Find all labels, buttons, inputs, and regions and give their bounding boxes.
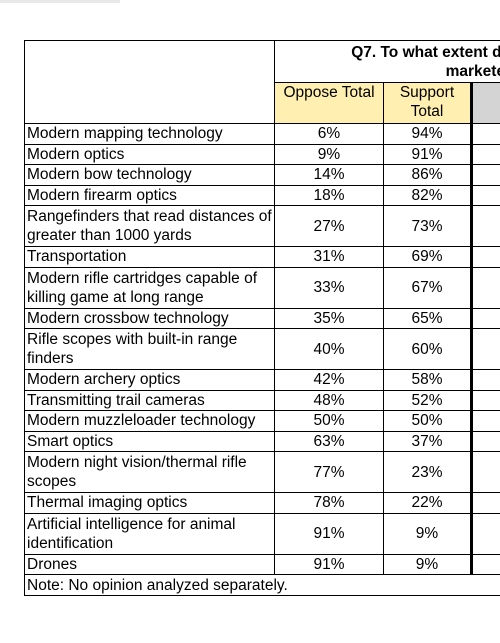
next-column-cell [469, 307, 500, 329]
row-label: Modern muzzleloader technology [24, 410, 275, 432]
row-label: Modern optics [24, 143, 275, 165]
table-row: Rangefinders that read distances of grea… [24, 205, 500, 247]
support-value: 50% [383, 410, 472, 432]
support-value: 23% [383, 451, 472, 493]
next-column-cell [469, 164, 500, 186]
table-row: Modern optics 9% 91% [24, 143, 500, 165]
table-row: Transportation 31% 69% [24, 246, 500, 268]
top-edge-shade [0, 0, 120, 3]
question-line-2: marketed t [445, 63, 500, 80]
support-value: 91% [383, 143, 472, 165]
oppose-value: 48% [274, 389, 384, 411]
oppose-value: 35% [274, 307, 384, 329]
table-row: Modern firearm optics 18% 82% [24, 184, 500, 206]
support-value: 65% [383, 307, 472, 329]
oppose-total-header: Oppose Total [274, 82, 384, 124]
table-note: Note: No opinion analyzed separately. [23, 574, 500, 596]
support-value: 9% [383, 553, 472, 575]
next-column-cell [469, 512, 500, 555]
support-value: 60% [383, 328, 472, 370]
oppose-value: 91% [274, 512, 384, 555]
row-label: Transportation [24, 246, 275, 268]
support-value: 67% [383, 266, 472, 309]
table-row: Smart optics 63% 37% [24, 430, 500, 452]
row-label: Modern rifle cartridges capable of killi… [24, 266, 275, 309]
row-label: Thermal imaging optics [24, 492, 275, 514]
table-row: Thermal imaging optics 78% 22% [24, 492, 500, 514]
next-column-cell [469, 430, 500, 452]
table-row: Transmitting trail cameras 48% 52% [24, 389, 500, 411]
next-column-cell [469, 123, 500, 145]
oppose-value: 18% [274, 184, 384, 206]
row-label: Smart optics [24, 430, 275, 452]
table-row: Modern archery optics 42% 58% [24, 369, 500, 391]
top-edge [0, 0, 500, 14]
support-value: 22% [383, 492, 472, 514]
oppose-value: 6% [274, 123, 384, 145]
table-body: Modern mapping technology 6% 94% Modern opt… [24, 123, 500, 575]
oppose-value: 31% [274, 246, 384, 268]
oppose-value: 42% [274, 369, 384, 391]
next-column-cell [469, 205, 500, 247]
row-label: Artificial intelligence for animal ident… [24, 512, 275, 555]
oppose-value: 63% [274, 430, 384, 452]
oppose-value: 27% [274, 205, 384, 247]
next-column-cell [469, 246, 500, 268]
support-value: 58% [383, 369, 472, 391]
row-label: Modern firearm optics [24, 184, 275, 206]
oppose-value: 33% [274, 266, 384, 309]
oppose-value: 14% [274, 164, 384, 186]
support-total-header: Support Total [383, 82, 472, 124]
next-column-cell [469, 492, 500, 514]
next-column-cell [469, 369, 500, 391]
table-row: Rifle scopes with built-in range finders… [24, 328, 500, 370]
support-value: 52% [383, 389, 472, 411]
row-label: Modern bow technology [24, 164, 275, 186]
row-label: Transmitting trail cameras [24, 389, 275, 411]
row-label: Modern night vision/thermal rifle scopes [24, 451, 275, 493]
row-label: Rangefinders that read distances of grea… [24, 205, 275, 247]
oppose-value: 77% [274, 451, 384, 493]
oppose-value: 40% [274, 328, 384, 370]
support-value: 94% [383, 123, 472, 145]
support-value: 37% [383, 430, 472, 452]
next-column-header [469, 82, 500, 124]
table-row: Modern crossbow technology 35% 65% [24, 307, 500, 329]
table-row: Artificial intelligence for animal ident… [24, 512, 500, 555]
oppose-value: 9% [274, 143, 384, 165]
row-label: Drones [24, 553, 275, 575]
survey-table: Q7. To what extent do y marketed t Oppos… [23, 40, 500, 596]
support-value: 9% [383, 512, 472, 555]
table-header: Q7. To what extent do y marketed t Oppos… [24, 40, 500, 124]
next-column-cell [469, 328, 500, 370]
table-row: Modern muzzleloader technology 50% 50% [24, 410, 500, 432]
support-value: 69% [383, 246, 472, 268]
table-row: Modern rifle cartridges capable of killi… [24, 266, 500, 309]
table-row: Modern mapping technology 6% 94% [24, 123, 500, 145]
next-column-cell [469, 389, 500, 411]
row-label: Modern archery optics [24, 369, 275, 391]
oppose-value: 78% [274, 492, 384, 514]
oppose-value: 50% [274, 410, 384, 432]
table-row: Modern bow technology 14% 86% [24, 164, 500, 186]
next-column-cell [469, 553, 500, 575]
question-line-1: Q7. To what extent do y [351, 44, 500, 61]
next-column-cell [469, 266, 500, 309]
next-column-cell [469, 143, 500, 165]
row-label: Rifle scopes with built-in range finders [24, 328, 275, 370]
support-value: 86% [383, 164, 472, 186]
table-row: Drones 91% 9% [24, 553, 500, 575]
row-label: Modern mapping technology [24, 123, 275, 145]
next-column-cell [469, 410, 500, 432]
oppose-value: 91% [274, 553, 384, 575]
question-header: Q7. To what extent do y marketed t [273, 40, 500, 83]
table-row: Modern night vision/thermal rifle scopes… [24, 451, 500, 493]
header-blank-cell [24, 40, 275, 124]
support-value: 82% [383, 184, 472, 206]
next-column-cell [469, 451, 500, 493]
row-label: Modern crossbow technology [24, 307, 275, 329]
support-value: 73% [383, 205, 472, 247]
next-column-cell [469, 184, 500, 206]
